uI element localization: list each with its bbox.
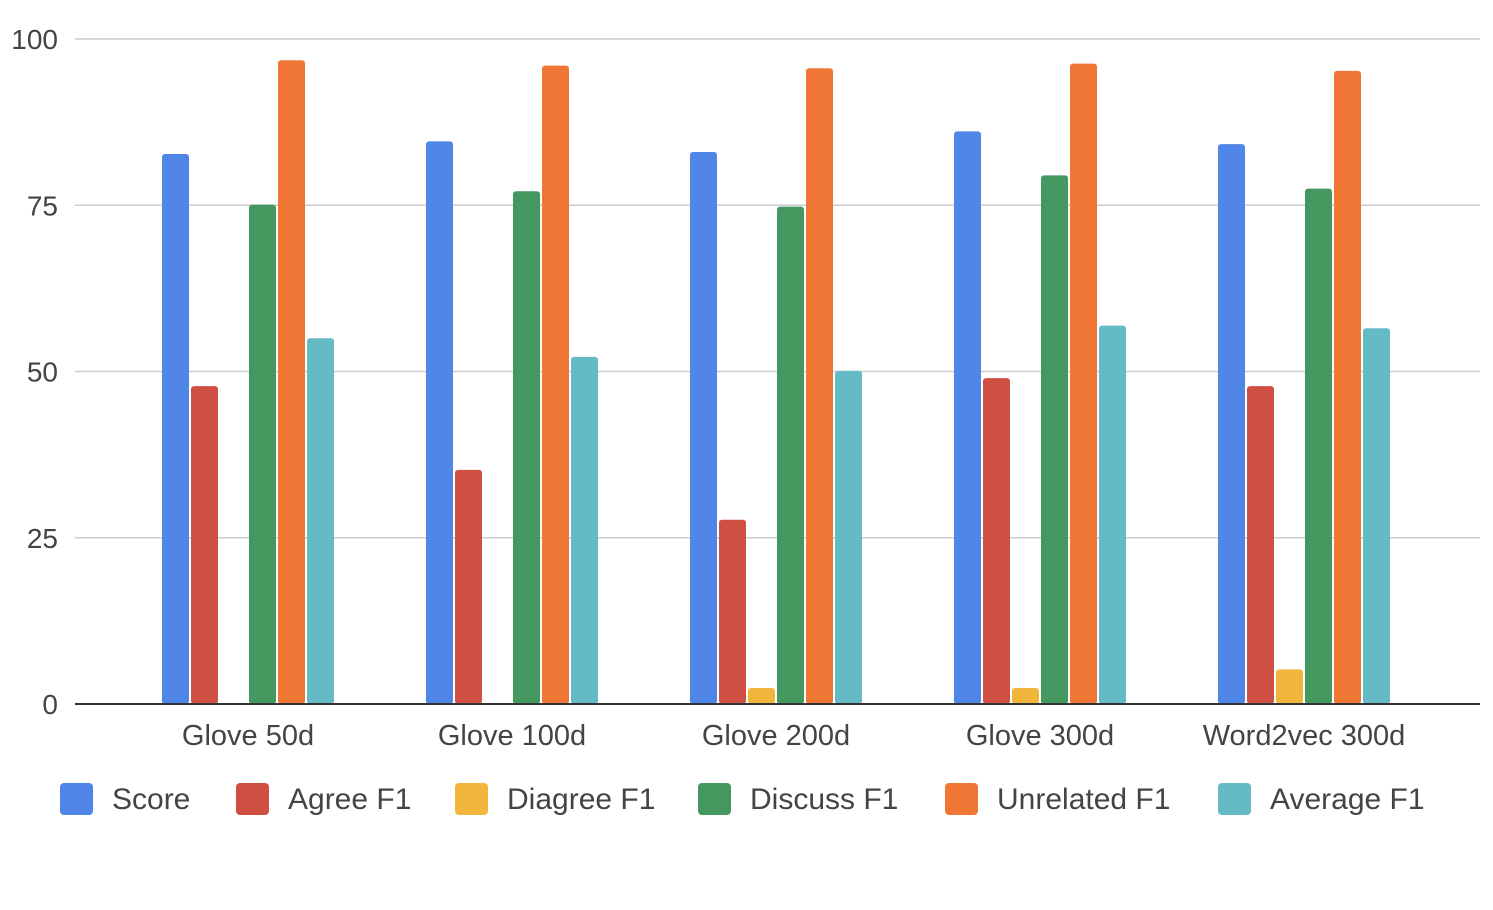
bar-unrelated-f1-glove-300d [1070,63,1097,705]
bar-unrelated-f1-glove-50d [278,60,305,704]
bar-agree-f1-glove-100d [455,469,482,704]
legend-label: Agree F1 [288,783,411,816]
legend-swatch [698,783,731,815]
bar-diagree-f1-glove-300d [1012,688,1039,704]
bar-discuss-f1-glove-50d [249,204,276,704]
bars [162,60,1390,705]
legend-swatch [236,783,269,815]
bar-discuss-f1-glove-300d [1041,175,1068,704]
bar-discuss-f1-word2vec-300d [1305,188,1332,704]
x-tick-label: Word2vec 300d [1203,720,1406,752]
bar-average-f1-glove-300d [1099,325,1126,704]
y-tick-label: 50 [27,357,58,388]
legend-label: Unrelated F1 [997,783,1170,816]
legend-item-discuss-f1: Discuss F1 [698,783,898,816]
bar-unrelated-f1-glove-100d [542,65,569,705]
bar-score-glove-300d [954,131,981,704]
x-axis-tick-labels: Glove 50d Glove 100d Glove 200d Glove 300d W… [182,720,1405,752]
bar-average-f1-glove-50d [307,338,334,704]
bar-agree-f1-glove-200d [719,519,746,704]
bar-diagree-f1-word2vec-300d [1276,669,1303,704]
bar-score-glove-200d [690,152,717,705]
legend-swatch [1218,783,1251,815]
y-axis-tick-labels: 0 25 50 75 100 [11,24,58,720]
bar-unrelated-f1-word2vec-300d [1334,70,1361,705]
legend-item-score: Score [60,783,190,816]
bar-score-glove-50d [162,154,189,705]
x-tick-label: Glove 200d [702,720,850,752]
y-tick-label: 25 [27,523,58,554]
bar-diagree-f1-glove-200d [748,688,775,704]
y-tick-label: 0 [42,689,58,720]
legend-item-average-f1: Average F1 [1218,783,1425,816]
bar-average-f1-glove-100d [571,356,598,704]
legend-item-agree-f1: Agree F1 [236,783,411,816]
bar-average-f1-glove-200d [835,370,862,704]
bar-agree-f1-glove-50d [191,386,218,704]
bar-score-word2vec-300d [1218,144,1245,704]
y-tick-label: 75 [27,190,58,221]
bar-unrelated-f1-glove-200d [806,68,833,704]
bar-agree-f1-glove-300d [983,378,1010,704]
bar-discuss-f1-glove-100d [513,191,540,704]
y-tick-label: 100 [11,24,58,55]
bar-score-glove-100d [426,141,453,704]
x-tick-label: Glove 300d [966,720,1114,752]
bar-average-f1-word2vec-300d [1363,328,1390,704]
legend-swatch [945,783,978,815]
legend-swatch [455,783,488,815]
x-tick-label: Glove 100d [438,720,586,752]
legend: Score Agree F1 Diagree F1 Discuss F1 Unrelat… [60,783,1425,816]
legend-label: Score [112,783,190,816]
legend-item-unrelated-f1: Unrelated F1 [945,783,1170,816]
bar-agree-f1-word2vec-300d [1247,386,1274,704]
bar-discuss-f1-glove-200d [777,206,804,704]
legend-label: Diagree F1 [507,783,655,816]
legend-label: Discuss F1 [750,783,898,816]
legend-item-diagree-f1: Diagree F1 [455,783,655,816]
x-tick-label: Glove 50d [182,720,314,752]
legend-label: Average F1 [1270,783,1425,816]
legend-swatch [60,783,93,815]
